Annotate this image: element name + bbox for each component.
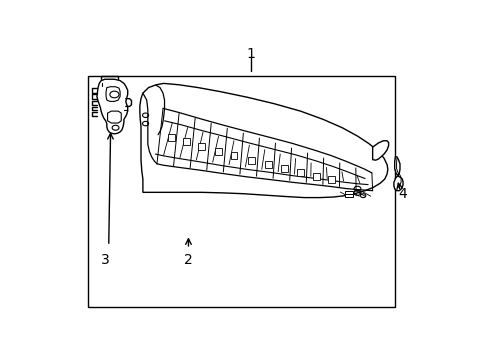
Polygon shape [345, 194, 353, 197]
Text: 1: 1 [246, 47, 256, 61]
Polygon shape [297, 169, 304, 176]
Polygon shape [140, 84, 388, 198]
Polygon shape [198, 143, 205, 150]
Polygon shape [281, 165, 288, 172]
Polygon shape [372, 141, 389, 160]
Polygon shape [108, 111, 121, 123]
Polygon shape [183, 138, 190, 145]
Text: 3: 3 [100, 253, 109, 267]
Polygon shape [248, 157, 254, 164]
Polygon shape [265, 161, 271, 168]
Text: 4: 4 [399, 187, 407, 201]
Text: 2: 2 [184, 253, 193, 267]
Polygon shape [313, 173, 320, 180]
Polygon shape [168, 134, 175, 141]
Polygon shape [106, 87, 120, 102]
Polygon shape [345, 191, 353, 194]
Polygon shape [216, 148, 222, 155]
Polygon shape [231, 152, 238, 159]
Polygon shape [394, 157, 403, 191]
Polygon shape [97, 79, 128, 134]
Bar [88, 76, 395, 307]
Polygon shape [328, 176, 335, 183]
